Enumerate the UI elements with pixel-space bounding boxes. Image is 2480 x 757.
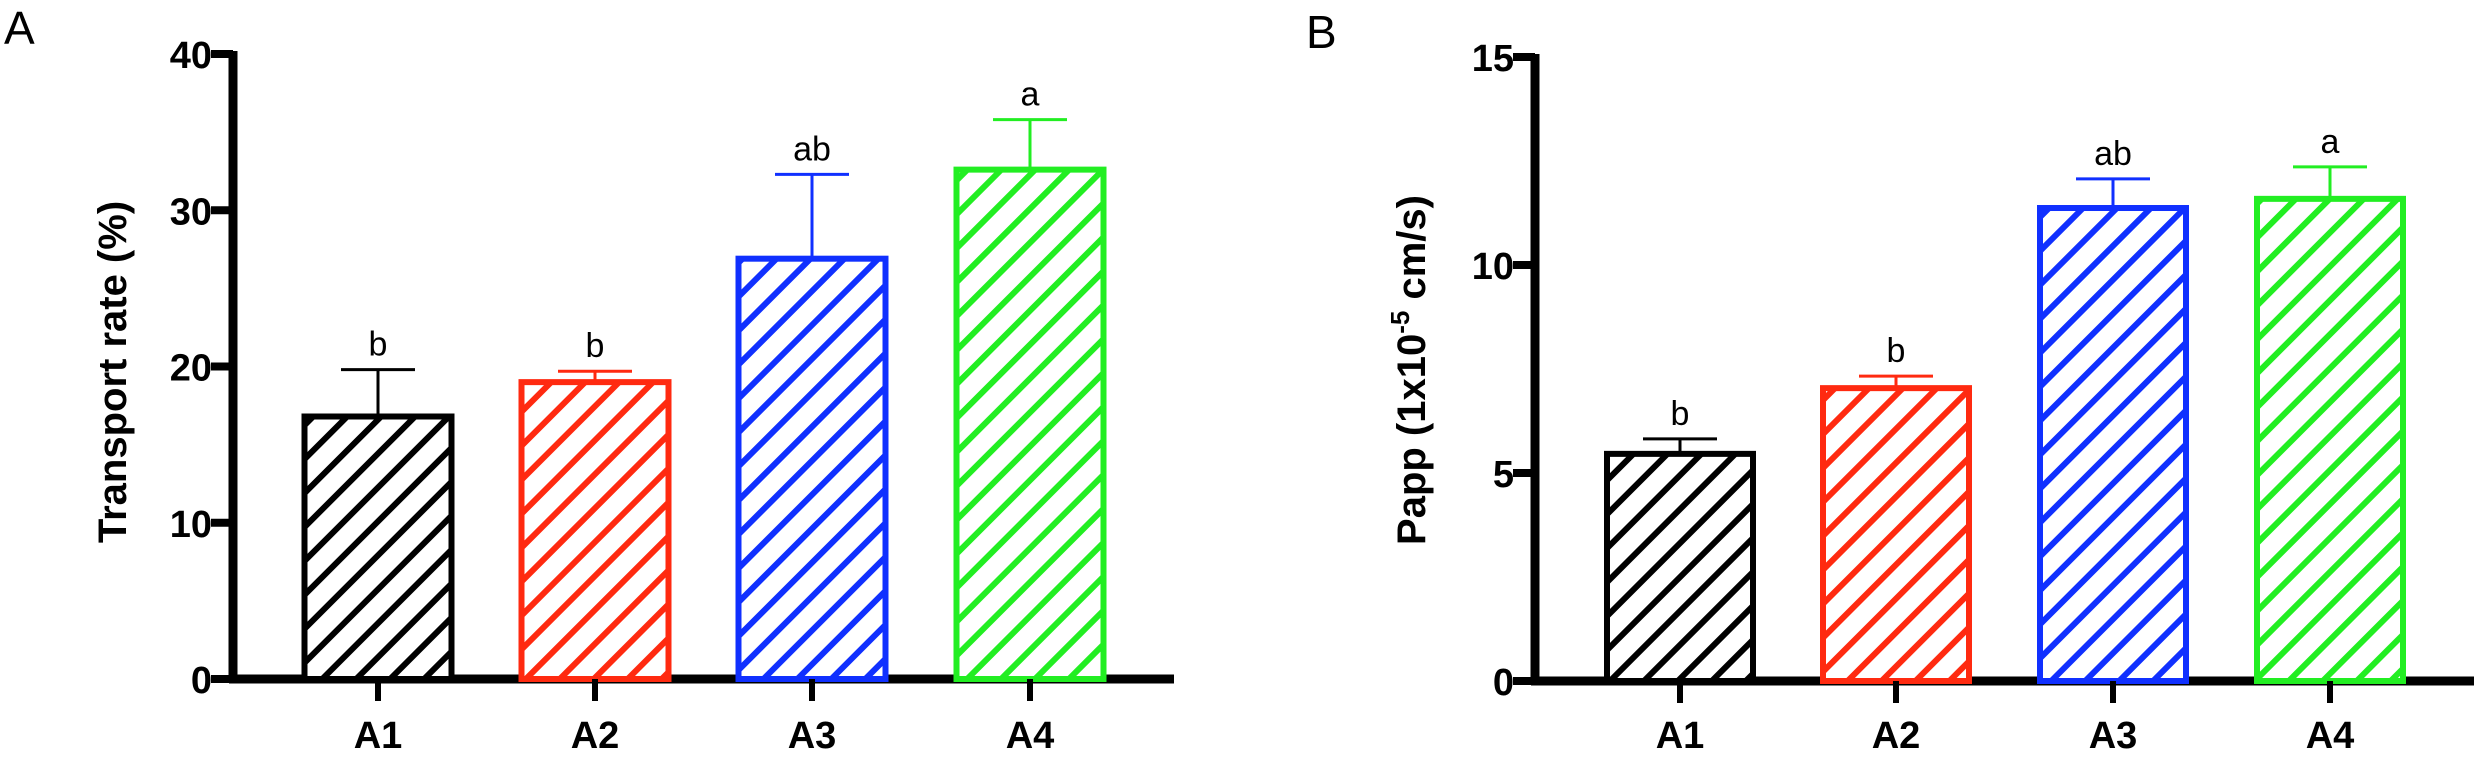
significance-label: b <box>1671 395 1690 433</box>
panel-b-y-axis-label-main: Papp (1x10 <box>1390 334 1434 545</box>
bar <box>2037 205 2189 684</box>
panel-a-letter: A <box>4 2 35 54</box>
significance-label: b <box>586 327 605 365</box>
bar <box>518 379 672 682</box>
x-tick-label: A1 <box>1656 715 1705 757</box>
x-tick-label: A4 <box>1006 715 1055 757</box>
bar-group-a3: ab <box>735 130 889 682</box>
x-tick-label: A3 <box>2089 715 2138 757</box>
panel-b-bars: b b ab a <box>1604 123 2406 685</box>
bar <box>2254 195 2406 685</box>
x-tick-label: A4 <box>2306 715 2355 757</box>
panel-b: B Papp (1x10-5 cm/s) 0 5 10 15 b b ab a A1 A2 A3… <box>1306 6 2474 757</box>
panel-a-bars: b b ab a <box>301 76 1107 682</box>
significance-label: a <box>2321 123 2340 161</box>
bar <box>1820 385 1972 684</box>
x-tick-label: A2 <box>1872 715 1921 757</box>
panel-b-y-axis-label-suffix: cm/s) <box>1390 195 1434 311</box>
bar <box>953 166 1107 682</box>
y-tick-label: 30 <box>170 191 212 233</box>
bar-group-a1: b <box>1604 395 1756 685</box>
y-tick-label: 5 <box>1493 454 1514 496</box>
y-tick-label: 40 <box>170 35 212 77</box>
bar <box>1604 450 1756 685</box>
significance-label: ab <box>793 130 831 168</box>
panel-b-letter: B <box>1306 6 1337 58</box>
bar-group-a2: b <box>518 327 672 682</box>
significance-label: b <box>369 326 388 364</box>
x-tick-label: A3 <box>788 715 837 757</box>
bar-group-a4: a <box>953 76 1107 682</box>
panel-a-y-axis-label: Transport rate (%) <box>91 201 135 543</box>
significance-label: a <box>1021 76 1040 114</box>
y-tick-label: 0 <box>1493 662 1514 704</box>
panel-b-y-ticks: 0 5 10 15 <box>1472 38 1535 704</box>
panel-b-y-axis-label-superscript: -5 <box>1385 311 1415 334</box>
y-tick-label: 10 <box>1472 246 1514 288</box>
x-tick-label: A2 <box>571 715 620 757</box>
significance-label: ab <box>2094 135 2132 173</box>
bar-group-a1: b <box>301 326 455 682</box>
x-tick-label: A1 <box>354 715 403 757</box>
bar <box>301 413 455 682</box>
y-tick-label: 10 <box>170 504 212 546</box>
panel-a-y-ticks: 0 10 20 30 40 <box>170 35 233 702</box>
significance-label: b <box>1887 332 1906 370</box>
panel-a-x-ticks: A1 A2 A3 A4 <box>354 679 1055 757</box>
bar-group-a2: b <box>1820 332 1972 684</box>
panel-b-y-axis-label: Papp (1x10-5 cm/s) <box>1385 195 1434 545</box>
y-tick-label: 0 <box>191 660 212 702</box>
bar-group-a4: a <box>2254 123 2406 685</box>
bar <box>735 255 889 682</box>
bar-group-a3: ab <box>2037 135 2189 684</box>
y-tick-label: 20 <box>170 348 212 390</box>
y-tick-label: 15 <box>1472 38 1514 80</box>
panel-b-x-ticks: A1 A2 A3 A4 <box>1656 681 2355 757</box>
